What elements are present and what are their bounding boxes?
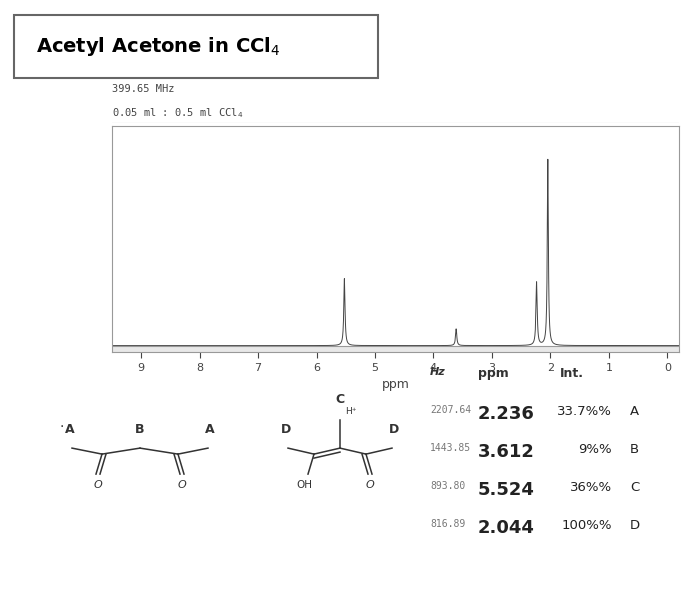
Text: A: A (205, 423, 215, 436)
Text: B: B (630, 443, 639, 456)
Text: 399.65 MHz: 399.65 MHz (112, 84, 174, 95)
Text: 3.612: 3.612 (478, 443, 535, 461)
Text: C: C (335, 393, 344, 406)
Text: A: A (630, 405, 639, 418)
Text: D: D (630, 519, 640, 532)
Text: 816.89: 816.89 (430, 519, 466, 529)
Text: D: D (389, 423, 399, 436)
X-axis label: ppm: ppm (382, 378, 409, 391)
Text: OH: OH (296, 480, 312, 490)
Text: 100%%: 100%% (561, 519, 612, 532)
Text: C: C (630, 481, 639, 494)
Text: O: O (365, 480, 375, 490)
Text: D: D (281, 423, 291, 436)
Text: 2207.64: 2207.64 (430, 405, 471, 415)
Text: 2.044: 2.044 (478, 519, 535, 537)
Text: 893.80: 893.80 (430, 481, 466, 491)
Text: 1443.85: 1443.85 (430, 443, 471, 453)
Text: 0.05 ml : 0.5 ml CCl$_4$: 0.05 ml : 0.5 ml CCl$_4$ (112, 106, 243, 120)
Text: 2.236: 2.236 (478, 405, 535, 423)
Text: ·: · (60, 420, 64, 434)
Text: H⁺: H⁺ (345, 407, 356, 416)
Text: 9%%: 9%% (578, 443, 612, 456)
Text: 33.7%%: 33.7%% (557, 405, 612, 418)
Text: Acetyl Acetone in CCl$_4$: Acetyl Acetone in CCl$_4$ (36, 35, 281, 58)
Text: 5.524: 5.524 (478, 481, 535, 499)
Text: Int.: Int. (560, 367, 584, 380)
FancyBboxPatch shape (14, 15, 378, 78)
Text: Hz: Hz (430, 367, 446, 377)
Text: O: O (94, 480, 102, 490)
Bar (112, 346, 679, 352)
Text: 36%%: 36%% (570, 481, 612, 494)
Text: B: B (135, 423, 145, 436)
Text: A: A (65, 423, 75, 436)
Text: ppm: ppm (478, 367, 509, 380)
Text: O: O (178, 480, 186, 490)
